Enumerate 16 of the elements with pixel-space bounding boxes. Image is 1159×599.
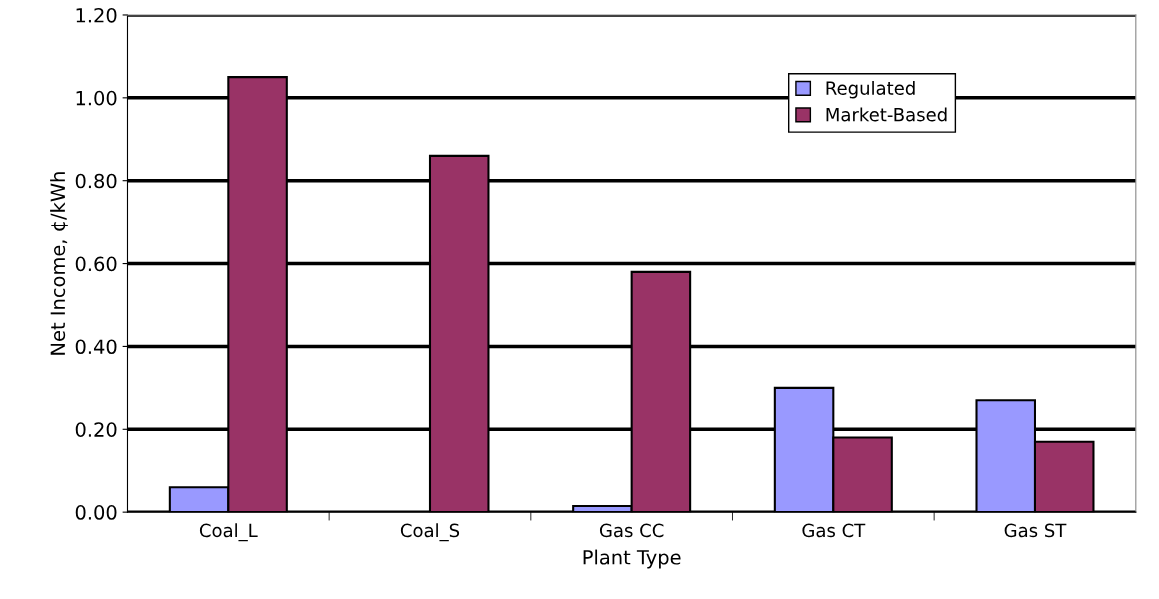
legend-label: Market-Based: [826, 107, 947, 122]
y-axis-title: Net Income, ¢/kWh: [50, 172, 68, 355]
y-tick-label: 0.00: [75, 505, 117, 520]
y-tick-label: 1.00: [76, 90, 117, 106]
y-tick-label: 0.60: [75, 256, 117, 272]
x-axis-title: Plant Type: [583, 549, 681, 569]
x-tick-label: Gas CC: [599, 523, 664, 538]
x-tick-label: Gas CT: [802, 523, 866, 538]
y-tick-label: 0.20: [75, 422, 117, 437]
legend-label: Regulated: [826, 80, 915, 99]
x-tick-label: Coal_L: [199, 523, 258, 542]
y-tick-label: 0.80: [75, 173, 117, 189]
x-tick-label: Gas ST: [1004, 523, 1067, 538]
x-tick-label: Coal_S: [400, 523, 460, 542]
y-tick-label: 0.40: [75, 339, 117, 355]
y-tick-label: 1.20: [76, 7, 117, 23]
